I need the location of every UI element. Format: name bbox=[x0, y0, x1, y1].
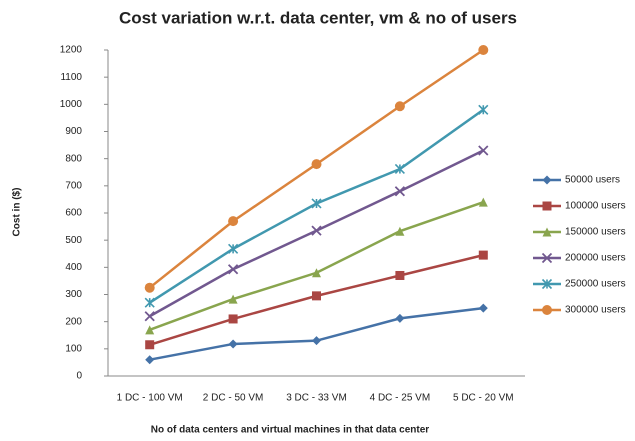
y-tick-label: 200 bbox=[65, 316, 82, 327]
marker bbox=[144, 282, 155, 293]
marker bbox=[312, 268, 321, 278]
legend-label: 150000 users bbox=[565, 227, 626, 238]
marker bbox=[145, 340, 155, 350]
marker bbox=[311, 225, 322, 236]
series-line bbox=[149, 306, 484, 361]
marker bbox=[394, 163, 405, 175]
marker bbox=[228, 339, 238, 349]
series bbox=[145, 250, 488, 350]
marker bbox=[145, 325, 155, 335]
legend-marker bbox=[541, 278, 553, 290]
marker bbox=[312, 291, 321, 301]
chart-title: Cost variation w.r.t. data center, vm & … bbox=[119, 8, 517, 27]
marker bbox=[228, 243, 239, 254]
legend-marker bbox=[542, 227, 552, 237]
series-line bbox=[149, 200, 484, 331]
y-tick-label: 600 bbox=[65, 208, 82, 219]
y-tick-label: 500 bbox=[65, 235, 82, 246]
y-tick-label: 800 bbox=[65, 153, 82, 164]
marker bbox=[478, 45, 489, 55]
series bbox=[144, 145, 489, 322]
y-tick-label: 0 bbox=[76, 371, 82, 382]
marker bbox=[311, 159, 322, 170]
marker bbox=[395, 313, 405, 323]
x-axis-title: No of data centers and virtual machines … bbox=[151, 425, 430, 436]
marker bbox=[228, 294, 238, 304]
marker bbox=[395, 226, 405, 236]
marker bbox=[145, 355, 155, 365]
legend-marker bbox=[542, 305, 552, 315]
marker bbox=[478, 197, 488, 207]
x-tick-label: 4 DC - 25 VM bbox=[370, 393, 431, 404]
marker bbox=[227, 264, 239, 275]
y-tick-label: 1000 bbox=[60, 99, 83, 110]
marker bbox=[478, 250, 488, 260]
y-tick-label: 400 bbox=[65, 262, 82, 273]
marker bbox=[394, 186, 406, 197]
marker bbox=[395, 270, 405, 280]
x-tick-label: 1 DC - 100 VM bbox=[117, 393, 183, 404]
series bbox=[144, 45, 489, 293]
series bbox=[145, 197, 488, 335]
marker bbox=[144, 311, 155, 322]
legend-label: 100000 users bbox=[565, 201, 626, 212]
legend-label: 300000 users bbox=[565, 305, 626, 316]
series bbox=[144, 104, 489, 308]
legend-label: 50000 users bbox=[565, 175, 620, 186]
marker bbox=[311, 198, 322, 209]
x-tick-label: 5 DC - 20 VM bbox=[453, 393, 514, 404]
x-tick-label: 2 DC - 50 VM bbox=[203, 393, 264, 404]
marker bbox=[394, 101, 405, 112]
legend-label: 250000 users bbox=[565, 279, 626, 290]
marker bbox=[478, 104, 489, 115]
marker bbox=[228, 216, 239, 227]
y-tick-label: 1100 bbox=[60, 72, 82, 83]
marker bbox=[228, 314, 238, 324]
legend-marker bbox=[542, 201, 552, 211]
legend-marker bbox=[541, 252, 553, 264]
y-tick-label: 300 bbox=[65, 289, 82, 300]
y-tick-label: 900 bbox=[65, 126, 82, 137]
series bbox=[145, 303, 488, 365]
legend-marker bbox=[542, 175, 552, 185]
marker bbox=[144, 297, 155, 308]
legend-label: 200000 users bbox=[565, 253, 626, 264]
marker bbox=[478, 303, 488, 313]
y-tick-label: 1200 bbox=[60, 45, 83, 56]
y-tick-label: 100 bbox=[65, 343, 82, 354]
x-tick-label: 3 DC - 33 VM bbox=[286, 393, 347, 404]
y-tick-label: 700 bbox=[65, 180, 82, 191]
marker bbox=[312, 336, 321, 346]
y-axis-title: Cost in ($) bbox=[12, 188, 23, 237]
marker bbox=[478, 145, 489, 156]
